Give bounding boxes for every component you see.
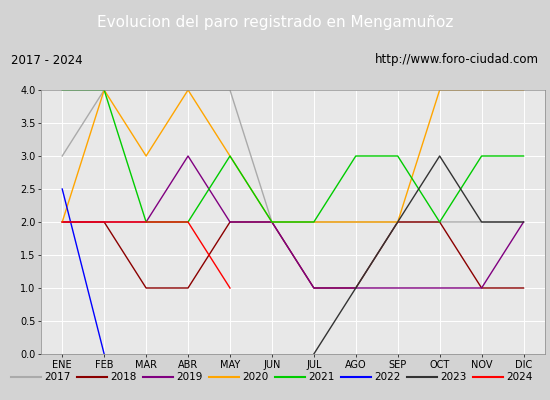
- Text: 2024: 2024: [507, 372, 533, 382]
- Text: 2019: 2019: [177, 372, 203, 382]
- Text: 2023: 2023: [441, 372, 467, 382]
- Text: Evolucion del paro registrado en Mengamuñoz: Evolucion del paro registrado en Mengamu…: [97, 16, 453, 30]
- Text: 2020: 2020: [243, 372, 268, 382]
- Text: 2017 - 2024: 2017 - 2024: [11, 54, 82, 66]
- Text: 2018: 2018: [111, 372, 137, 382]
- Text: 2022: 2022: [375, 372, 401, 382]
- Text: 2017: 2017: [45, 372, 71, 382]
- Text: http://www.foro-ciudad.com: http://www.foro-ciudad.com: [375, 54, 539, 66]
- Text: 2021: 2021: [309, 372, 335, 382]
